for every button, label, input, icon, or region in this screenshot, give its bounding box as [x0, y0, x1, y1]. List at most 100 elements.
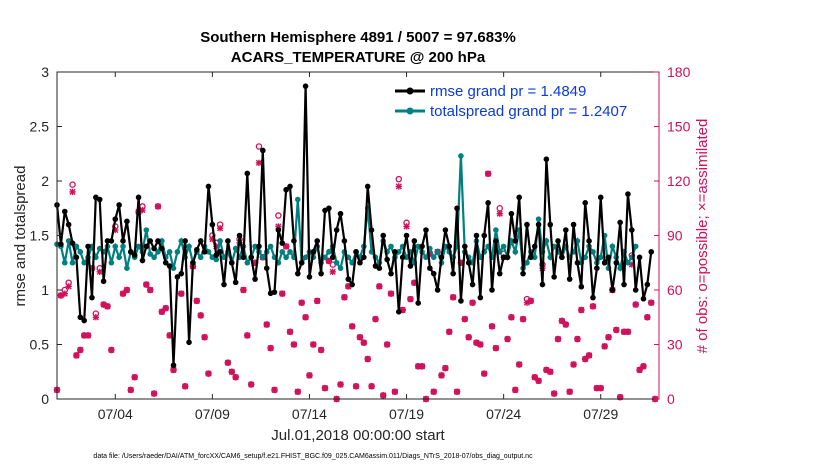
series-point-rmse [605, 254, 612, 261]
y-right-tick-label-6: 180 [667, 64, 691, 80]
obs-assimilated-point [193, 297, 200, 305]
obs-assimilated-point [302, 314, 309, 321]
series-point-rmse [139, 257, 146, 264]
obs-assimilated-point [271, 386, 278, 394]
series-point-totalspread [69, 259, 76, 266]
series-point-rmse [399, 254, 406, 261]
obs-assimilated-point [430, 388, 437, 395]
obs-assimilated-point [492, 345, 499, 352]
series-point-rmse [636, 254, 643, 261]
series-point-totalspread [403, 254, 410, 261]
series-point-totalspread [279, 249, 286, 255]
y-left-tick-label-5: 2.5 [30, 119, 50, 135]
series-point-totalspread [625, 259, 631, 266]
series-point-rmse [442, 227, 449, 233]
series-point-rmse [283, 186, 289, 193]
series-point-totalspread [395, 249, 402, 255]
obs-assimilated-point [263, 321, 270, 328]
y-left-tick-label-0: 0 [41, 391, 49, 407]
series-point-totalspread [322, 254, 328, 261]
series-point-totalspread [597, 254, 604, 261]
obs-possible-point [69, 181, 76, 188]
obs-assimilated-point [182, 383, 189, 390]
obs-assimilated-point [648, 299, 655, 306]
series-point-rmse [162, 259, 169, 266]
series-point-rmse [69, 240, 76, 246]
obs-assimilated-point [178, 290, 185, 297]
series-point-rmse [279, 240, 286, 246]
obs-assimilated-point [61, 290, 68, 297]
obs-assimilated-point [578, 306, 585, 314]
obs-assimilated-point [197, 312, 204, 319]
series-point-rmse [376, 265, 383, 272]
series-point-totalspread [147, 251, 154, 257]
obs-assimilated-point [356, 334, 364, 341]
obs-assimilated-point [481, 370, 488, 377]
series-point-rmse [341, 238, 348, 244]
series-point-rmse [512, 238, 519, 244]
obs-assimilated-point [488, 323, 496, 330]
x-tick-label-4: 07/24 [486, 406, 521, 422]
obs-assimilated-point [613, 326, 620, 334]
obs-assimilated-point [547, 368, 554, 375]
series-point-rmse [613, 259, 620, 266]
obs-assimilated-point [368, 383, 375, 390]
series-point-rmse [271, 289, 278, 295]
series-point-rmse [473, 232, 480, 239]
obs-assimilated-point [450, 294, 457, 301]
obs-assimilated-point [512, 386, 519, 394]
series-point-rmse [590, 294, 596, 301]
series-point-totalspread [213, 256, 220, 263]
series-point-rmse [411, 238, 418, 244]
obs-assimilated-point [306, 372, 313, 379]
series-point-totalspread [155, 249, 161, 255]
obs-assimilated-point [403, 223, 410, 230]
obs-assimilated-point [516, 361, 523, 368]
series-point-totalspread [535, 216, 542, 222]
x-tick-label-3: 07/19 [389, 406, 424, 422]
obs-assimilated-point [108, 346, 115, 354]
obs-assimilated-point [127, 386, 134, 394]
series-point-rmse [333, 227, 340, 233]
obs-assimilated-point [484, 170, 492, 177]
obs-assimilated-point [624, 328, 632, 335]
series-point-rmse [155, 238, 161, 244]
series-point-rmse [112, 216, 119, 222]
obs-assimilated-point [314, 297, 321, 305]
series-point-rmse [419, 243, 425, 250]
series-point-rmse [170, 362, 177, 369]
obs-assimilated-point [496, 210, 503, 217]
obs-assimilated-point [477, 341, 484, 348]
series-point-rmse [197, 238, 204, 244]
series-point-totalspread [232, 245, 239, 252]
obs-assimilated-point [310, 341, 317, 348]
obs-assimilated-point [636, 366, 643, 374]
obs-assimilated-point [158, 308, 165, 315]
x-axis-label: Jul.01,2018 00:00:00 start [271, 427, 445, 444]
series-point-totalspread [178, 238, 185, 244]
series-point-rmse [388, 270, 394, 277]
series-point-rmse [127, 249, 134, 255]
series-point-rmse [438, 254, 445, 261]
legend-rmse-label: rmse grand pr = 1.4849 [430, 83, 586, 100]
obs-assimilated-point [570, 361, 577, 368]
series-point-totalspread [116, 254, 122, 261]
series-point-rmse [520, 270, 526, 277]
legend: rmse grand pr = 1.4849 totalspread grand… [388, 77, 654, 123]
series-point-totalspread [260, 254, 266, 261]
series-point-rmse [353, 249, 359, 255]
obs-assimilated-point [469, 299, 476, 306]
series-point-rmse [566, 276, 573, 282]
obs-assimilated-point [232, 374, 239, 381]
series-point-rmse [143, 243, 150, 250]
series-point-rmse [601, 259, 608, 266]
obs-assimilated-point [352, 383, 360, 390]
series-point-rmse [531, 243, 538, 250]
series-point-totalspread [434, 249, 441, 255]
obs-assimilated-point [384, 341, 391, 348]
series-point-rmse [427, 265, 433, 272]
series-point-rmse [434, 287, 441, 293]
series-point-rmse [89, 294, 95, 301]
series-point-rmse [559, 254, 565, 261]
obs-assimilated-point [531, 374, 538, 381]
